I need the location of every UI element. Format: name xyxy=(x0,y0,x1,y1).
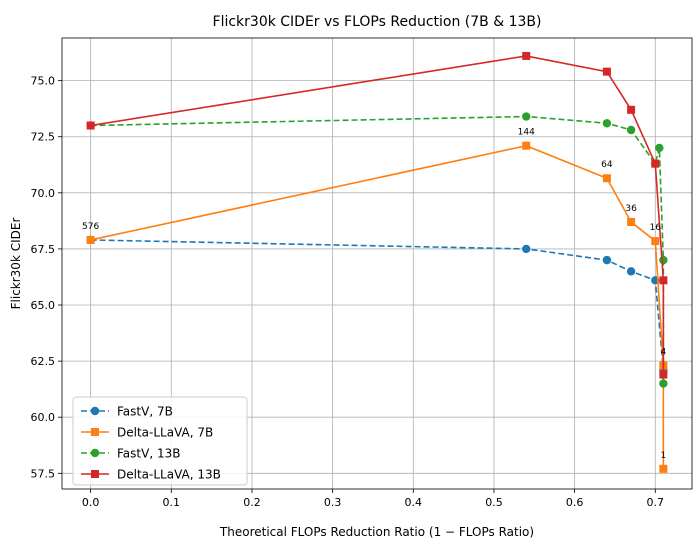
y-tick-label: 67.5 xyxy=(31,243,56,256)
y-tick-label: 65.0 xyxy=(31,299,56,312)
data-point xyxy=(659,370,668,379)
data-label: 576 xyxy=(82,222,99,232)
legend-label: Delta-LLaVA, 7B xyxy=(117,426,213,440)
annotation-layer: 576 144 64 36 16 4 1 xyxy=(82,128,666,461)
grid-layer xyxy=(62,38,692,489)
legend: FastV, 7B Delta-LLaVA, 7B FastV, 13B Delta-… xyxy=(72,396,248,486)
y-tick-label: 75.0 xyxy=(31,75,56,88)
x-tick-label: 0.6 xyxy=(566,496,584,509)
legend-label: Delta-LLaVA, 13B xyxy=(117,468,221,482)
legend-marker xyxy=(90,448,100,458)
y-tick-label: 60.0 xyxy=(31,411,56,424)
series-line xyxy=(90,115,665,384)
legend-item: FastV, 13B xyxy=(81,447,180,461)
data-point xyxy=(602,119,612,128)
data-point xyxy=(602,174,611,183)
x-axis-label: Theoretical FLOPs Reduction Ratio (1 − F… xyxy=(219,525,534,539)
legend-box xyxy=(72,396,248,486)
data-point xyxy=(651,159,660,168)
data-label: 1 xyxy=(660,451,666,461)
legend-item: Delta-LLaVA, 7B xyxy=(81,426,213,440)
y-axis-label: Flickr30k CIDEr xyxy=(9,218,23,310)
x-tick-label: 0.2 xyxy=(243,496,261,509)
data-label: 16 xyxy=(650,223,662,233)
plot-frame xyxy=(61,37,693,490)
data-point xyxy=(626,125,636,135)
data-point xyxy=(659,379,668,388)
tick-layer: 0.0 0.1 0.2 0.3 0.4 0.5 0.6 0.7 57.5 60.0 62.5 65.0… xyxy=(31,75,665,509)
x-tick-label: 0.0 xyxy=(82,496,100,509)
data-point xyxy=(659,276,668,285)
x-tick-label: 0.5 xyxy=(485,496,503,509)
data-point xyxy=(651,237,660,246)
legend-label: FastV, 13B xyxy=(117,447,180,461)
legend-marker xyxy=(91,470,99,478)
x-tick-label: 0.4 xyxy=(405,496,423,509)
data-point xyxy=(522,244,531,254)
y-tick-label: 62.5 xyxy=(31,355,56,368)
series-3 xyxy=(86,51,668,379)
data-point xyxy=(86,235,95,244)
legend-item: FastV, 7B xyxy=(81,405,173,419)
y-tick-label: 72.5 xyxy=(31,131,56,144)
data-point xyxy=(86,121,95,130)
data-label: 64 xyxy=(601,160,613,170)
series-layer xyxy=(86,51,668,473)
series-line xyxy=(90,55,665,375)
data-point xyxy=(627,217,636,226)
data-point xyxy=(655,143,664,153)
data-point xyxy=(522,51,531,60)
data-point xyxy=(627,105,636,114)
legend-marker xyxy=(91,428,99,436)
chart-title: Flickr30k CIDEr vs FLOPs Reduction (7B &… xyxy=(213,14,542,30)
data-point xyxy=(626,267,636,276)
data-label: 4 xyxy=(660,348,666,358)
series-line xyxy=(90,239,665,371)
x-tick-label: 0.3 xyxy=(324,496,342,509)
legend-item: Delta-LLaVA, 13B xyxy=(81,468,221,482)
legend-label: FastV, 7B xyxy=(117,405,173,419)
data-label: 36 xyxy=(625,204,637,214)
data-point xyxy=(659,464,668,473)
data-point xyxy=(522,141,531,150)
data-label: 144 xyxy=(518,128,535,138)
y-tick-label: 57.5 xyxy=(31,467,56,480)
data-point xyxy=(522,112,531,121)
series-2 xyxy=(86,112,668,388)
legend-marker xyxy=(90,406,100,416)
x-tick-label: 0.7 xyxy=(647,496,665,509)
x-tick-label: 0.1 xyxy=(163,496,181,509)
data-point xyxy=(602,67,611,76)
y-tick-label: 70.0 xyxy=(31,187,56,200)
data-point xyxy=(602,255,612,265)
data-point xyxy=(659,255,668,265)
